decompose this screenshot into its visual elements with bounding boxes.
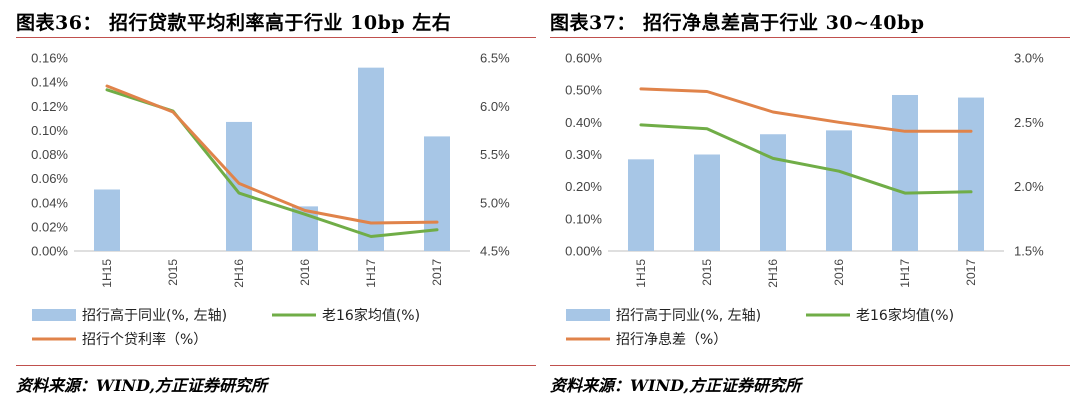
right-axis-tick-label: 4.5%: [480, 244, 510, 259]
left-axis-tick-label: 0.12%: [31, 99, 68, 114]
series-line: [639, 123, 973, 195]
right-axis-tick-label: 6.0%: [480, 99, 510, 114]
right-axis-tick-label: 5.5%: [480, 147, 510, 162]
left-axis-tick-label: 0.20%: [565, 179, 602, 194]
x-axis-tick-label: 1H17: [898, 259, 912, 288]
left-axis-tick-label: 0.30%: [565, 147, 602, 162]
bar: [892, 94, 918, 251]
left-axis-tick-label: 0.14%: [31, 75, 68, 90]
source-rule: [16, 365, 536, 366]
x-axis-tick-label: 1H15: [634, 259, 648, 288]
source-rule: [550, 365, 1070, 366]
left-axis-tick-label: 0.10%: [31, 123, 68, 138]
x-axis-tick-label: 1H15: [100, 259, 114, 288]
title-rule: [16, 37, 536, 38]
source-note: 资料来源：WIND,方正证券研究所: [550, 376, 801, 395]
x-axis-tick-label: 2015: [700, 259, 714, 286]
x-axis-tick-label: 2H16: [766, 259, 780, 288]
series-line: [639, 87, 973, 133]
bar: [760, 134, 786, 251]
legend-label: 招行个贷利率（%）: [82, 331, 207, 348]
x-axis-tick-label: 2H16: [232, 259, 246, 288]
legend-swatch: [32, 309, 76, 321]
legend-label: 老16家均值(%): [856, 307, 954, 324]
left-axis-tick-label: 0.16%: [31, 51, 68, 66]
right-axis-tick-label: 2.5%: [1014, 115, 1044, 130]
left-axis-tick-label: 0.06%: [31, 171, 68, 186]
x-axis-tick-label: 2017: [430, 259, 444, 286]
legend-label: 招行高于同业(%, 左轴): [616, 307, 761, 324]
x-axis-tick-label: 2016: [832, 259, 846, 286]
right-axis-tick-label: 2.0%: [1014, 179, 1044, 194]
title-rule: [550, 37, 1070, 38]
left-axis-tick-label: 0.10%: [565, 211, 602, 226]
legend-label: 老16家均值(%): [322, 307, 420, 324]
chart-36-svg: 0.00% 0.02% 0.04% 0.06% 0.08% 0.10% 0.12% 0.14%…: [31, 51, 510, 349]
legend-label: 招行高于同业(%, 左轴): [82, 307, 227, 324]
x-axis-tick-label: 2015: [166, 259, 180, 286]
legend-label: 招行净息差（%）: [616, 331, 727, 348]
bar: [694, 154, 720, 251]
right-axis-tick-label: 1.5%: [1014, 244, 1044, 259]
x-axis-tick-label: 1H17: [364, 259, 378, 288]
source-note: 资料来源：WIND,方正证券研究所: [16, 376, 267, 395]
chart-title: 图表36： 招行贷款平均利率高于行业 10bp 左右: [16, 12, 452, 34]
series-line: [105, 84, 439, 225]
bar: [826, 130, 852, 251]
left-axis-tick-label: 0.00%: [31, 244, 68, 259]
bar: [424, 136, 450, 251]
x-axis-tick-label: 2016: [298, 259, 312, 286]
chart-panel-37: 图表37： 招行净息差高于行业 30~40bp 0.00% 0.10% 0.20% 0…: [550, 0, 1070, 402]
x-axis-tick-label: 2017: [964, 259, 978, 286]
left-axis-tick-label: 0.04%: [31, 195, 68, 210]
left-axis-tick-label: 0.08%: [31, 147, 68, 162]
legend-swatch: [566, 309, 610, 321]
bar: [958, 97, 984, 251]
series-line: [105, 88, 439, 238]
left-axis-tick-label: 0.50%: [565, 83, 602, 98]
chart-title: 图表37： 招行净息差高于行业 30~40bp: [550, 12, 925, 34]
right-axis-tick-label: 3.0%: [1014, 51, 1044, 66]
left-axis-tick-label: 0.60%: [565, 51, 602, 66]
right-axis-tick-label: 5.0%: [480, 195, 510, 210]
chart-37-svg: 0.00% 0.10% 0.20% 0.30% 0.40% 0.50% 0.60% 1.5% 2…: [565, 51, 1044, 349]
bar: [94, 189, 120, 251]
bar: [628, 159, 654, 251]
left-axis-tick-label: 0.00%: [565, 244, 602, 259]
left-axis-tick-label: 0.40%: [565, 115, 602, 130]
chart-panel-36: 图表36： 招行贷款平均利率高于行业 10bp 左右 0.00% 0.02% 0.0…: [16, 0, 536, 402]
right-axis-tick-label: 6.5%: [480, 51, 510, 66]
left-axis-tick-label: 0.02%: [31, 219, 68, 234]
